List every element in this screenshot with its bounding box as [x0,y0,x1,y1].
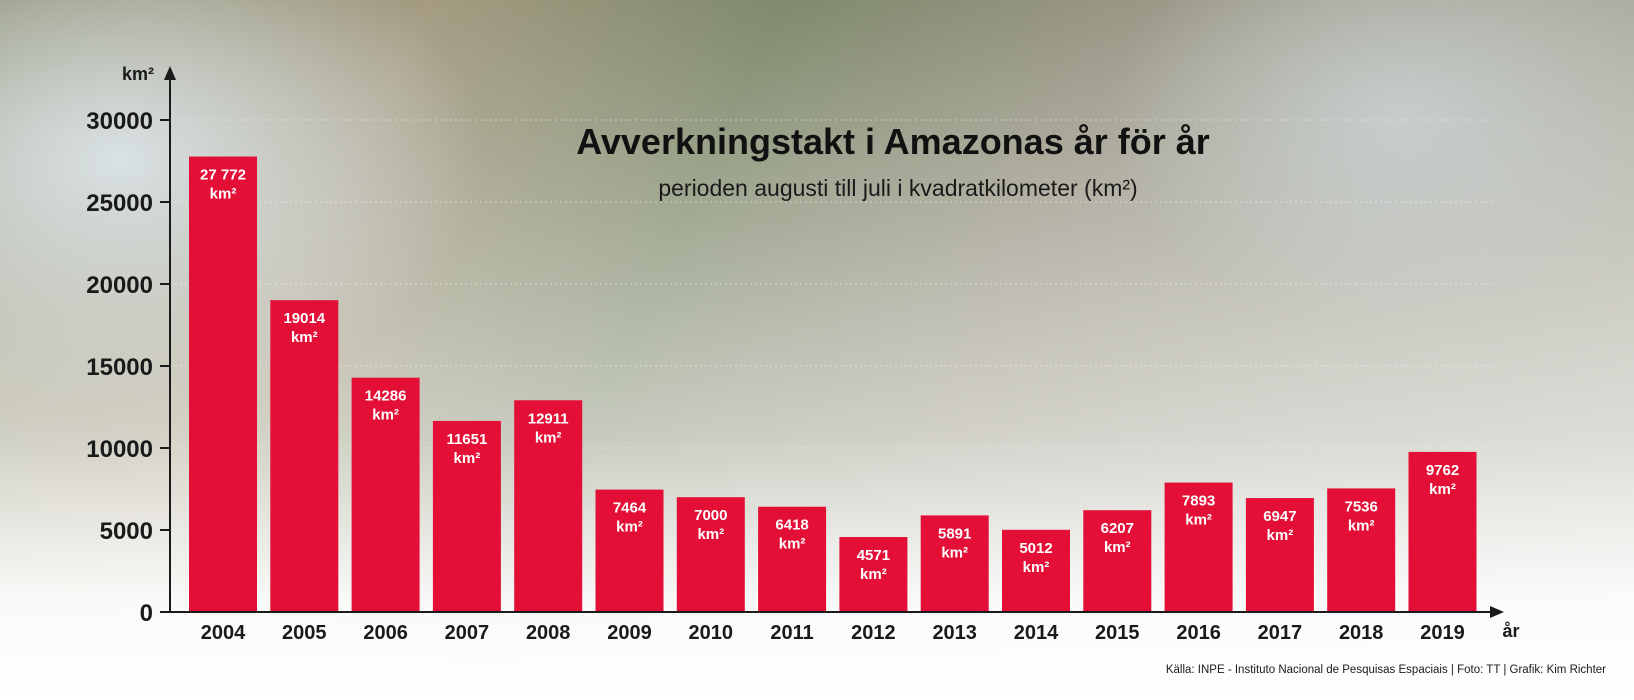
data-label-value: 6207 [1101,520,1134,537]
chart-title: Avverkningstakt i Amazonas år för år [576,121,1210,162]
data-label-unit: km² [1023,559,1050,576]
y-tick-labels: 0 5000 10000 15000 20000 25000 30000 [86,108,170,627]
x-tick-label: 2013 [932,622,977,644]
bar-2016 [1164,482,1233,612]
data-label-value: 6418 [775,517,808,534]
bar-2018 [1327,488,1396,612]
data-label-unit: km² [1267,527,1294,544]
x-tick-label: 2011 [770,622,813,644]
data-label-unit: km² [535,429,562,446]
x-tick-label: 2015 [1095,622,1140,644]
y-tick-label: 15000 [86,354,153,381]
y-tick-label: 20000 [86,272,153,299]
data-label-value: 9762 [1426,462,1459,479]
data-label-unit: km² [941,544,968,561]
bar-2006 [351,377,420,612]
data-label-value: 7536 [1345,498,1378,515]
data-label-value: 7464 [613,500,647,517]
bar-2012 [839,537,908,612]
x-tick-label: 2014 [1014,622,1059,644]
axes: km² år [122,64,1520,641]
data-label-unit: km² [210,186,237,203]
x-tick-label: 2007 [445,622,490,644]
x-tick-label: 2006 [363,622,408,644]
x-tick-label: 2012 [851,622,896,644]
data-label-value: 7000 [694,507,727,524]
x-tick-label: 2017 [1258,622,1303,644]
bar-2014 [1002,529,1070,612]
data-label-value: 14286 [365,388,407,405]
data-label-unit: km² [697,526,724,543]
source-credit: Källa: INPE - Instituto Nacional de Pesq… [1166,664,1606,676]
x-tick-label: 2016 [1176,622,1221,644]
data-label-unit: km² [454,450,481,467]
x-tick-label: 2004 [201,622,246,644]
bar-2008 [514,400,583,612]
y-tick-label: 0 [140,600,153,627]
y-axis-arrow-icon [164,66,176,80]
bar-2004 [189,156,257,613]
y-tick-label: 25000 [86,190,153,217]
bar-2015 [1083,510,1152,612]
data-label-unit: km² [1429,481,1456,498]
data-label-value: 27 772 [200,167,246,184]
data-label-unit: km² [779,536,806,553]
bar-2019 [1408,451,1477,612]
data-label-unit: km² [372,407,399,424]
x-tick-label: 2018 [1339,622,1384,644]
x-tick-label: 2019 [1420,622,1465,644]
y-tick-label: 5000 [100,518,153,545]
data-label-value: 5012 [1019,540,1052,557]
bar-2013 [920,515,989,612]
x-axis-unit-label: år [1502,621,1519,641]
data-label-unit: km² [1104,539,1131,556]
bar-2017 [1245,498,1314,612]
data-label-value: 11651 [446,431,487,448]
data-label-value: 12911 [528,410,569,427]
data-label-value: 6947 [1263,508,1296,525]
bar-2009 [595,489,664,612]
data-label-unit: km² [291,329,318,346]
chart-subtitle: perioden augusti till juli i kvadratkilo… [658,175,1137,201]
bars [189,156,1477,613]
y-axis-unit-label: km² [122,64,154,84]
data-label-value: 19014 [283,310,325,327]
data-label-value: 7893 [1182,493,1215,510]
y-tick-label: 10000 [86,436,153,463]
bar-2010 [676,497,745,612]
x-tick-labels: 2004 2005 2006 2007 2008 2009 2010 2011 2012 2013… [201,622,1465,644]
x-axis-arrow-icon [1490,606,1504,618]
data-labels: 27 772 km² 19014 km² 14286 km² 11651 km² 12911 km… [200,167,1459,583]
data-label-value: 4571 [857,547,890,564]
data-label-unit: km² [616,519,643,536]
bar-2007 [432,420,501,612]
data-label-unit: km² [1185,512,1212,529]
data-label-unit: km² [860,566,887,583]
bar-2005 [270,300,339,612]
x-tick-label: 2009 [607,622,652,644]
bar-2011 [758,506,827,612]
x-tick-label: 2005 [282,622,327,644]
data-label-value: 5891 [938,525,971,542]
x-tick-label: 2010 [689,622,734,644]
y-tick-label: 30000 [86,108,153,135]
x-tick-label: 2008 [526,622,571,644]
data-label-unit: km² [1348,517,1375,534]
